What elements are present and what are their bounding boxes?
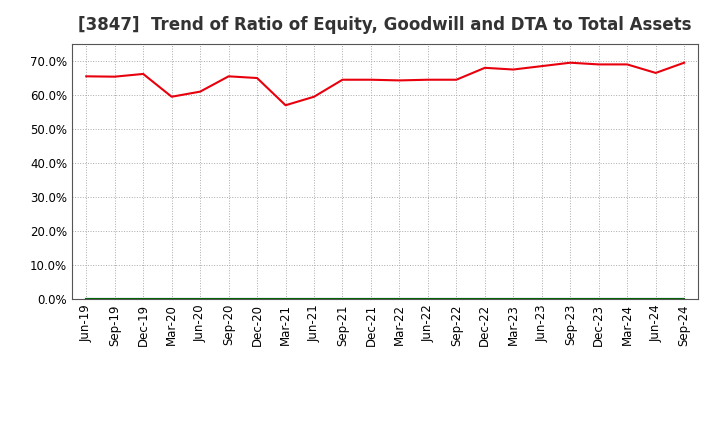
Equity [167, 94, 176, 99]
Equity [338, 77, 347, 82]
Equity [595, 62, 603, 67]
Goodwill [680, 297, 688, 302]
Deferred Tax Assets [196, 297, 204, 302]
Goodwill [310, 297, 318, 302]
Goodwill [253, 297, 261, 302]
Goodwill [196, 297, 204, 302]
Goodwill [480, 297, 489, 302]
Deferred Tax Assets [310, 297, 318, 302]
Deferred Tax Assets [595, 297, 603, 302]
Equity [652, 70, 660, 76]
Deferred Tax Assets [452, 297, 461, 302]
Equity [566, 60, 575, 66]
Deferred Tax Assets [338, 297, 347, 302]
Deferred Tax Assets [395, 297, 404, 302]
Goodwill [652, 297, 660, 302]
Equity [480, 65, 489, 70]
Deferred Tax Assets [82, 297, 91, 302]
Deferred Tax Assets [652, 297, 660, 302]
Goodwill [509, 297, 518, 302]
Equity [509, 67, 518, 72]
Deferred Tax Assets [110, 297, 119, 302]
Deferred Tax Assets [282, 297, 290, 302]
Equity [110, 74, 119, 79]
Equity [196, 89, 204, 94]
Equity [366, 77, 375, 82]
Equity [310, 94, 318, 99]
Deferred Tax Assets [623, 297, 631, 302]
Equity [680, 60, 688, 66]
Goodwill [395, 297, 404, 302]
Goodwill [282, 297, 290, 302]
Equity [253, 75, 261, 81]
Goodwill [423, 297, 432, 302]
Deferred Tax Assets [167, 297, 176, 302]
Deferred Tax Assets [253, 297, 261, 302]
Goodwill [82, 297, 91, 302]
Goodwill [110, 297, 119, 302]
Equity [282, 103, 290, 108]
Goodwill [139, 297, 148, 302]
Goodwill [366, 297, 375, 302]
Equity [623, 62, 631, 67]
Goodwill [167, 297, 176, 302]
Deferred Tax Assets [680, 297, 688, 302]
Equity [139, 71, 148, 77]
Equity [537, 63, 546, 69]
Line: Equity: Equity [86, 63, 684, 105]
Deferred Tax Assets [537, 297, 546, 302]
Title: [3847]  Trend of Ratio of Equity, Goodwill and DTA to Total Assets: [3847] Trend of Ratio of Equity, Goodwil… [78, 16, 692, 34]
Goodwill [623, 297, 631, 302]
Equity [452, 77, 461, 82]
Legend: Equity, Goodwill, Deferred Tax Assets: Equity, Goodwill, Deferred Tax Assets [200, 438, 570, 440]
Goodwill [452, 297, 461, 302]
Deferred Tax Assets [509, 297, 518, 302]
Deferred Tax Assets [480, 297, 489, 302]
Deferred Tax Assets [366, 297, 375, 302]
Equity [395, 78, 404, 83]
Goodwill [225, 297, 233, 302]
Deferred Tax Assets [423, 297, 432, 302]
Goodwill [566, 297, 575, 302]
Goodwill [595, 297, 603, 302]
Deferred Tax Assets [225, 297, 233, 302]
Goodwill [537, 297, 546, 302]
Deferred Tax Assets [139, 297, 148, 302]
Equity [225, 73, 233, 79]
Deferred Tax Assets [566, 297, 575, 302]
Equity [82, 73, 91, 79]
Equity [423, 77, 432, 82]
Goodwill [338, 297, 347, 302]
